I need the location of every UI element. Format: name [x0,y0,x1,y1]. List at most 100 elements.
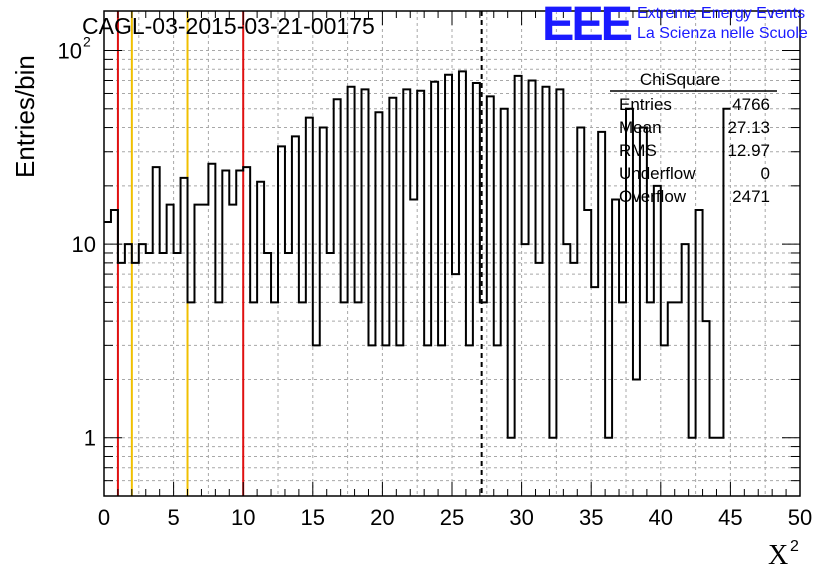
histogram-bin [675,302,682,496]
histogram-bin [668,302,675,496]
histogram-bin [389,98,396,496]
stats-title: ChiSquare [640,70,720,89]
histogram-bin [591,287,598,496]
stats-row-label: Underflow [619,164,696,183]
histogram-bin [167,205,174,496]
stats-row-label: Entries [619,95,672,114]
histogram-bin [271,302,278,496]
x-tick-label: 20 [370,505,394,530]
y-axis-label: Entries/bin [10,55,40,178]
histogram-bin [577,128,584,496]
histogram-bin [313,345,320,496]
histogram-bin [466,345,473,496]
y-tick-label-exponent: 2 [83,34,91,50]
histogram-bin [522,244,529,496]
histogram-bin [327,253,334,496]
stats-row-value: 2471 [732,187,770,206]
y-tick-label: 10 [72,232,96,257]
histogram-bin [445,75,452,496]
histogram-bin [201,205,208,496]
histogram-bin [647,302,654,496]
histogram-bin [320,128,327,496]
histogram-bin [334,99,341,496]
x-tick-label: 35 [579,505,603,530]
histogram-bin [403,89,410,496]
histogram-bin [306,118,313,496]
x-tick-label: 50 [788,505,812,530]
histogram-bin [529,81,536,496]
stats-row-label: Mean [619,118,662,137]
histogram-bin [452,274,459,496]
histogram-bin [556,89,563,496]
histogram-bars [104,70,731,496]
y-tick-label: 10 [58,39,82,64]
histogram-bin [355,302,362,496]
histogram-bin [160,253,167,496]
stats-row-label: RMS [619,141,657,160]
histogram-bin [292,136,299,496]
x-tick-label: 25 [440,505,464,530]
x-axis-label: X 2 [768,538,799,571]
histogram-bin [257,182,264,496]
histogram-bin [285,253,292,496]
histogram-bin [368,345,375,496]
histogram-bin [598,132,605,496]
y-tick-label: 1 [84,426,96,451]
histogram-bin [250,302,257,496]
histogram-bin [264,253,271,496]
histogram-bin [222,171,229,496]
histogram-bin [375,112,382,496]
stats-row-label: Overflow [619,187,687,206]
stats-row-value: 0 [761,164,770,183]
histogram-bin [459,71,466,496]
histogram-bin [341,302,348,496]
x-tick-label: 45 [718,505,742,530]
logo-letters: EEE [542,0,632,51]
histogram-bin [703,321,710,496]
histogram-bin [348,87,355,496]
histogram-bin [654,186,661,496]
histogram-bin [236,171,243,496]
histogram-bin [194,205,201,496]
histogram-bin [431,82,438,496]
histogram-bin [125,244,132,496]
histogram-bin [174,253,181,496]
histogram-bin [382,345,389,496]
logo-line1: Extreme Energy Events [637,5,805,22]
histogram-bin [542,87,549,496]
x-axis-label-superscript: 2 [790,538,799,555]
x-tick-label: 30 [509,505,533,530]
histogram-bin [424,345,431,496]
stats-row-value: 4766 [732,95,770,114]
histogram-bin [438,345,445,496]
histogram-bin [494,345,501,496]
stats-box: ChiSquare Entries 4766 Mean 27.13 RMS 12.97 Un… [610,70,777,206]
x-tick-label: 5 [167,505,179,530]
histogram-bin [299,302,306,496]
histogram-bin [515,76,522,496]
x-tick-label: 15 [301,505,325,530]
x-tick-label: 0 [98,505,110,530]
histogram-bin [563,244,570,496]
histogram-bin [362,89,369,496]
histogram-bin [487,96,494,496]
histogram-bin [619,302,626,496]
histogram-bin [215,302,222,496]
histogram-bin [396,345,403,496]
histogram-bin [146,253,153,496]
histogram-outline [104,70,731,439]
eee-logo: EEE Extreme Energy Events La Scienza nel… [542,0,808,51]
stats-row-value: 27.13 [727,118,770,137]
histogram-bin [473,83,480,496]
histogram-bin [229,205,236,496]
histogram-bin [139,244,146,496]
histogram-bin [181,178,188,496]
logo-line2: La Scienza nelle Scuole [637,25,808,42]
histogram-bin [661,345,668,496]
histogram-bin [682,244,689,496]
x-tick-label: 10 [231,505,255,530]
histogram-bin [188,302,195,496]
stats-row-value: 12.97 [727,141,770,160]
